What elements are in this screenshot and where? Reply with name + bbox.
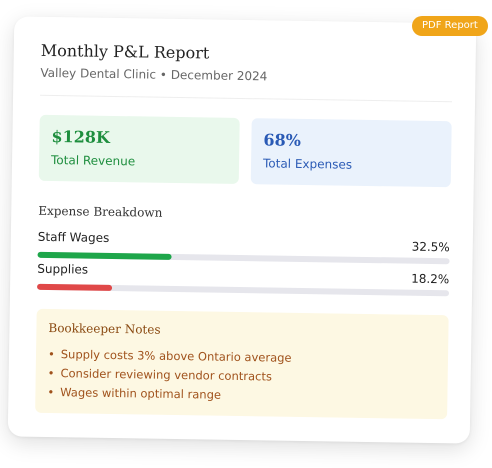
report-subtitle: Valley Dental Clinic • December 2024 xyxy=(40,65,268,84)
total-expenses-label: Total Expenses xyxy=(262,156,353,172)
progress-fill xyxy=(37,251,172,260)
total-expenses-value: 68% xyxy=(263,130,302,150)
expense-name: Staff Wages xyxy=(37,229,110,245)
header-divider xyxy=(40,94,453,103)
expense-percent: 18.2% xyxy=(411,271,450,287)
report-card: Monthly P&L Report Valley Dental Clinic … xyxy=(7,16,477,444)
pdf-report-badge: PDF Report xyxy=(412,16,488,36)
total-revenue-value: $128K xyxy=(51,126,111,147)
notes-list: • Supply costs 3% above Ontario average •… xyxy=(47,345,291,406)
total-expenses-card: 68% Total Expenses xyxy=(250,118,452,188)
progress-fill xyxy=(37,283,113,291)
note-text: Wages within optimal range xyxy=(60,385,222,402)
expense-percent: 32.5% xyxy=(411,239,450,255)
notes-title: Bookkeeper Notes xyxy=(48,320,161,337)
bullet-icon: • xyxy=(47,346,55,362)
bookkeeper-notes: Bookkeeper Notes • Supply costs 3% above … xyxy=(35,308,449,420)
expense-breakdown-title: Expense Breakdown xyxy=(38,203,163,220)
expense-row-supplies: Supplies 18.2% xyxy=(37,262,449,298)
progress-track xyxy=(37,283,450,297)
note-text: Consider reviewing vendor contracts xyxy=(60,366,273,384)
expense-name: Supplies xyxy=(37,261,89,277)
bullet-icon: • xyxy=(47,365,55,381)
bullet-icon: • xyxy=(47,384,55,400)
total-revenue-label: Total Revenue xyxy=(50,152,136,169)
expense-row-staff-wages: Staff Wages 32.5% xyxy=(37,229,450,266)
note-item: • Wages within optimal range xyxy=(47,383,291,406)
total-revenue-card: $128K Total Revenue xyxy=(38,114,240,184)
note-text: Supply costs 3% above Ontario average xyxy=(60,347,292,365)
report-title: Monthly P&L Report xyxy=(40,40,210,63)
